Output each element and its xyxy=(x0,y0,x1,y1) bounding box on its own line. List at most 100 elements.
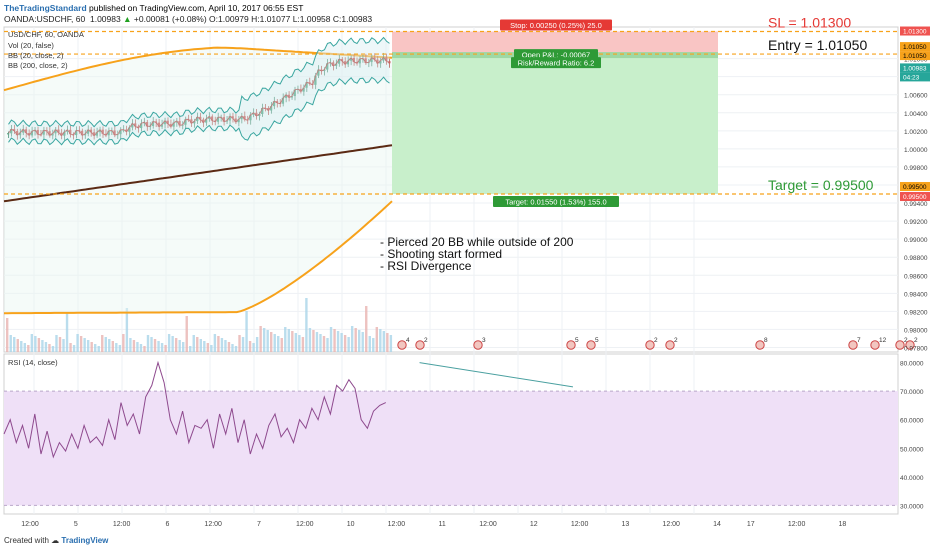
time-axis-label: 17 xyxy=(747,521,755,528)
price-axis-label: 1.00400 xyxy=(904,111,928,118)
volume-bar xyxy=(284,327,287,352)
event-count: 7 xyxy=(857,337,861,344)
price-tag-text: 04:23 xyxy=(903,74,920,81)
volume-bar xyxy=(62,339,65,352)
candle-body xyxy=(12,129,16,132)
volume-bar xyxy=(382,331,386,352)
time-axis-label: 12:00 xyxy=(479,521,497,528)
candle-body xyxy=(261,107,264,115)
event-count: 2 xyxy=(904,337,908,344)
entry-annotation: Entry = 1.01050 xyxy=(768,37,867,53)
candle-body xyxy=(355,61,358,64)
candle-body xyxy=(107,130,110,136)
volume-bar xyxy=(171,336,174,352)
volume-bar xyxy=(322,336,326,352)
volume-bar xyxy=(69,343,72,352)
price-axis-label: 0.98400 xyxy=(904,291,928,298)
volume-bar xyxy=(329,327,333,352)
volume-bar xyxy=(199,339,202,352)
event-count: 2 xyxy=(424,337,428,344)
candle-body xyxy=(373,57,376,60)
candle-body xyxy=(219,117,223,119)
volume-bar xyxy=(326,338,329,352)
volume-bar xyxy=(83,338,86,352)
volume-bar xyxy=(319,334,322,352)
rsi-divergence-trendline xyxy=(419,362,574,388)
candle-body xyxy=(376,59,379,64)
candle-body xyxy=(74,130,78,136)
volume-bar xyxy=(350,326,354,352)
volume-bar xyxy=(305,298,308,352)
bb20-indicator-label[interactable]: BB (20, close, 2) xyxy=(8,51,64,60)
price-tag xyxy=(900,63,930,73)
volume-bar xyxy=(118,345,122,352)
author-link[interactable]: TheTradingStandard xyxy=(4,3,87,13)
volume-bar xyxy=(280,338,283,352)
volume-bar xyxy=(167,334,171,352)
volume-bar xyxy=(336,331,340,352)
candle-body xyxy=(134,123,137,127)
rsi-line xyxy=(3,360,387,459)
candle-body xyxy=(293,89,296,97)
volume-bar xyxy=(48,344,51,352)
candle-body xyxy=(287,94,290,98)
volume-bar xyxy=(308,328,312,352)
candle-body xyxy=(370,57,373,63)
volume-bar xyxy=(389,335,393,352)
sl-annotation: SL = 1.01300 xyxy=(768,15,851,31)
rsi-axis-label: 60.0000 xyxy=(900,418,924,425)
candle-body xyxy=(33,129,36,132)
candle-body xyxy=(237,119,240,123)
time-axis-label: 12:00 xyxy=(113,521,131,528)
candle-body xyxy=(199,116,202,120)
symbol-name: OANDA:USDCHF, 60 xyxy=(4,14,86,24)
footer-brand[interactable]: TradingView xyxy=(61,536,109,545)
bb200-indicator-label[interactable]: BB (200, close, 2) xyxy=(8,61,68,70)
price-axis-label: 1.00000 xyxy=(904,147,928,154)
rsi-axis-label: 40.0000 xyxy=(900,475,924,482)
time-axis-label: 12:00 xyxy=(788,521,806,528)
bb200-fill xyxy=(4,47,392,314)
volume-bar xyxy=(55,335,58,352)
volume-bar xyxy=(210,345,213,352)
volume-indicator-label[interactable]: Vol (20, false) xyxy=(8,41,54,50)
volume-bar xyxy=(20,341,23,352)
candle-body xyxy=(213,120,217,122)
candle-body xyxy=(136,126,140,129)
candle-body xyxy=(358,58,361,64)
candle-body xyxy=(92,132,96,136)
sma200-line xyxy=(3,144,393,203)
candle-body xyxy=(113,130,116,136)
candle-body xyxy=(51,133,54,136)
candle-body xyxy=(89,129,93,133)
candle-body xyxy=(349,57,352,61)
candle-body xyxy=(36,129,39,135)
candle-body xyxy=(290,96,293,98)
candle-body xyxy=(190,119,193,124)
candle-body xyxy=(178,120,181,126)
price-axis-label: 1.00200 xyxy=(904,129,928,136)
volume-bar xyxy=(340,333,343,352)
event-count: 2 xyxy=(914,337,918,344)
candle-body xyxy=(284,94,288,98)
volume-bar xyxy=(189,346,192,352)
event-count: 12 xyxy=(879,337,887,344)
volume-bar xyxy=(354,328,357,352)
last-price: 1.00983 xyxy=(89,14,121,24)
candle-body xyxy=(275,101,279,103)
candle-body xyxy=(148,126,152,128)
candle-body xyxy=(184,119,187,125)
time-axis-label: 6 xyxy=(165,521,169,528)
candle-body xyxy=(119,129,122,135)
rsi-indicator-label[interactable]: RSI (14, close) xyxy=(8,358,58,367)
candle-body xyxy=(337,59,341,64)
candle-body xyxy=(63,131,66,136)
time-axis-label: 12:00 xyxy=(571,521,589,528)
candle-body xyxy=(204,118,208,123)
candle-body xyxy=(104,133,107,136)
bb20-upper-line xyxy=(8,36,390,128)
candle-body xyxy=(323,69,326,71)
volume-bar xyxy=(178,340,181,352)
volume-bar xyxy=(238,335,241,352)
